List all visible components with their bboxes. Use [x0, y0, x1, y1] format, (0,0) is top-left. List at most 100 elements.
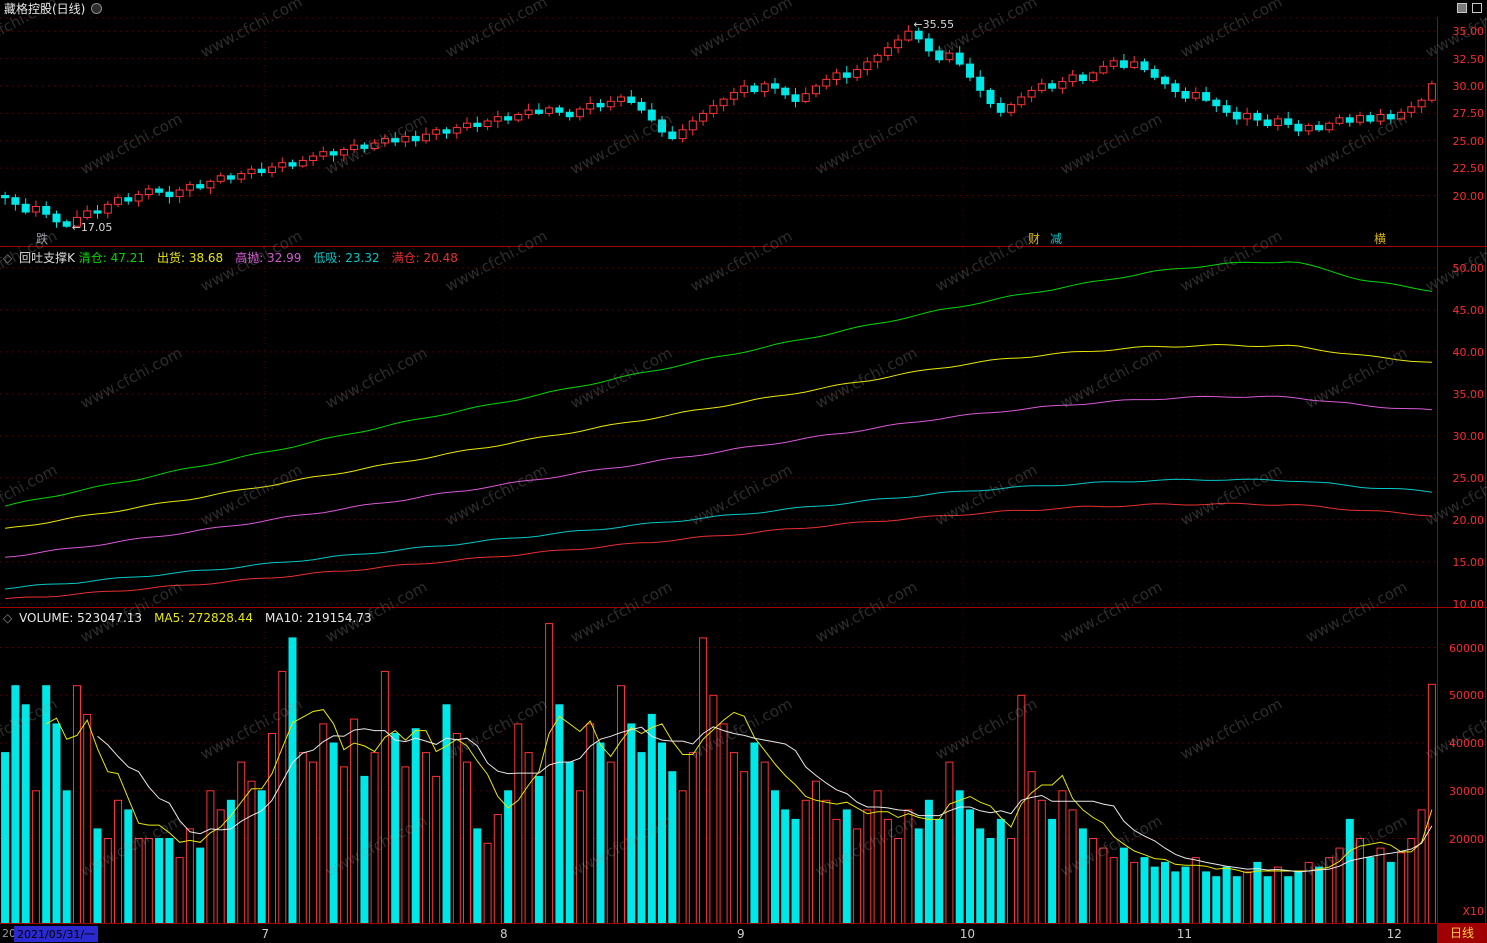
candle-up: [617, 94, 625, 107]
volume-bar-up: [524, 752, 533, 924]
candle-down: [1161, 75, 1169, 89]
candle-down: [668, 126, 677, 141]
price-axis-tick: 27.50: [1452, 107, 1485, 121]
candle-down: [534, 103, 543, 116]
volume-chart-panel[interactable]: [0, 608, 1437, 924]
volume-bar-up: [493, 814, 502, 924]
volume-axis-tick: 40000: [1449, 737, 1484, 750]
price-low-annotation: ←17.05: [71, 220, 113, 234]
indicator-line-出货: [5, 343, 1432, 529]
volume-bar-down: [52, 723, 61, 924]
volume-bar-down: [1386, 861, 1395, 924]
volume-bar-down: [42, 685, 51, 924]
volume-bar-up: [853, 828, 862, 924]
candle-up: [709, 99, 718, 118]
volume-bar-down: [596, 742, 605, 924]
candle-down: [842, 65, 851, 84]
volume-bar-up: [822, 799, 831, 924]
price-axis-tick: 35.00: [1452, 25, 1485, 39]
candle-up: [678, 124, 687, 143]
volume-label-row: ◇ VOLUME: 523047.13 MA5: 272828.44 MA10: 2…: [3, 611, 384, 625]
current-date-label[interactable]: 2021/05/31/一: [14, 926, 99, 942]
candle-up: [452, 123, 461, 139]
candle-down: [1119, 54, 1128, 70]
right-border-line: [1485, 17, 1486, 924]
candle-up: [729, 87, 738, 106]
volume-bar-up: [1427, 683, 1436, 924]
candle-up: [740, 79, 749, 98]
volume-bar-down: [637, 752, 646, 924]
pane-layout-icon[interactable]: [1457, 3, 1467, 13]
volume-bar-down: [155, 838, 164, 924]
volume-bar-up: [247, 780, 256, 924]
volume-bar-up: [575, 790, 584, 924]
candle-up: [463, 117, 471, 131]
candle-up: [904, 25, 913, 42]
panel-separator: [0, 607, 1487, 608]
candle-down: [124, 193, 133, 205]
candle-down: [1345, 114, 1354, 127]
volume-bar-down: [534, 775, 543, 924]
indicator-axis-tick: 10.00: [1452, 597, 1485, 611]
month-tick-label: 12: [1386, 927, 1402, 941]
volume-bar-down: [62, 790, 71, 924]
candle-up: [699, 110, 708, 126]
indicator-axis-tick: 20.00: [1452, 513, 1485, 527]
indicator-name[interactable]: 回吐支撑K: [19, 251, 75, 265]
indicator-line-低吸: [5, 478, 1432, 590]
volume-axis-unit: X10: [1462, 905, 1484, 918]
volume-bar-down: [647, 713, 656, 924]
volume-bar-up: [1417, 809, 1426, 924]
volume-bar-down: [411, 728, 420, 924]
price-axis-tick: 22.50: [1452, 162, 1485, 176]
candle-down: [52, 210, 61, 228]
indicator-fields: 清仓: 47.21 出货: 38.68 高抛: 32.99 低吸: 23.32 满仓: …: [79, 251, 470, 265]
candle-up: [73, 210, 81, 228]
volume-bar-down: [771, 790, 779, 924]
candle-up: [1397, 108, 1406, 121]
candle-down: [966, 57, 974, 82]
volume-bar-up: [719, 723, 728, 924]
volume-bar-up: [1243, 871, 1252, 924]
candle-down: [1140, 58, 1149, 73]
indicator-chart-panel[interactable]: [0, 247, 1437, 608]
window-frame-icon[interactable]: [1472, 3, 1482, 13]
candle-up: [144, 185, 153, 200]
price-chart-panel[interactable]: [0, 17, 1437, 247]
volume-fields: VOLUME: 523047.13 MA5: 272828.44 MA10: 219…: [19, 611, 384, 625]
volume-bar-up: [401, 766, 410, 924]
volume-bar-up: [1325, 857, 1334, 924]
candle-down: [914, 27, 923, 43]
candle-up: [1130, 56, 1139, 70]
stock-info-icon[interactable]: [91, 3, 103, 14]
volume-bar-down: [1119, 847, 1128, 924]
volume-bar-up: [175, 857, 184, 924]
volume-bar-down: [955, 790, 964, 924]
candle-up: [370, 139, 379, 151]
candle-up: [524, 103, 533, 119]
month-tick-label: 9: [737, 927, 745, 941]
volume-bar-up: [237, 761, 246, 924]
volume-bar-down: [1315, 866, 1323, 924]
volume-field: MA10: 219154.73: [265, 611, 372, 625]
volume-bar-up: [268, 733, 276, 924]
volume-bar-down: [842, 809, 851, 924]
indicator-axis-tick: 25.00: [1452, 471, 1485, 485]
candle-down: [1294, 120, 1303, 137]
volume-bar-up: [545, 623, 554, 924]
period-label[interactable]: 日线: [1437, 924, 1487, 943]
volume-bar-up: [1191, 857, 1200, 924]
indicator-axis-tick: 50.00: [1452, 261, 1485, 275]
candle-up: [493, 110, 502, 129]
candle-up: [339, 147, 348, 161]
volume-bar-down: [165, 838, 174, 924]
panel-expander-icon[interactable]: ◇: [3, 611, 13, 625]
candle-up: [1356, 111, 1364, 126]
candle-up: [206, 179, 215, 194]
volume-bar-down: [1171, 871, 1180, 924]
candle-down: [329, 148, 338, 162]
month-tick-label: 11: [1176, 927, 1193, 941]
panel-expander-icon[interactable]: ◇: [3, 251, 13, 265]
candle-up: [812, 83, 820, 98]
candle-down: [637, 98, 646, 114]
